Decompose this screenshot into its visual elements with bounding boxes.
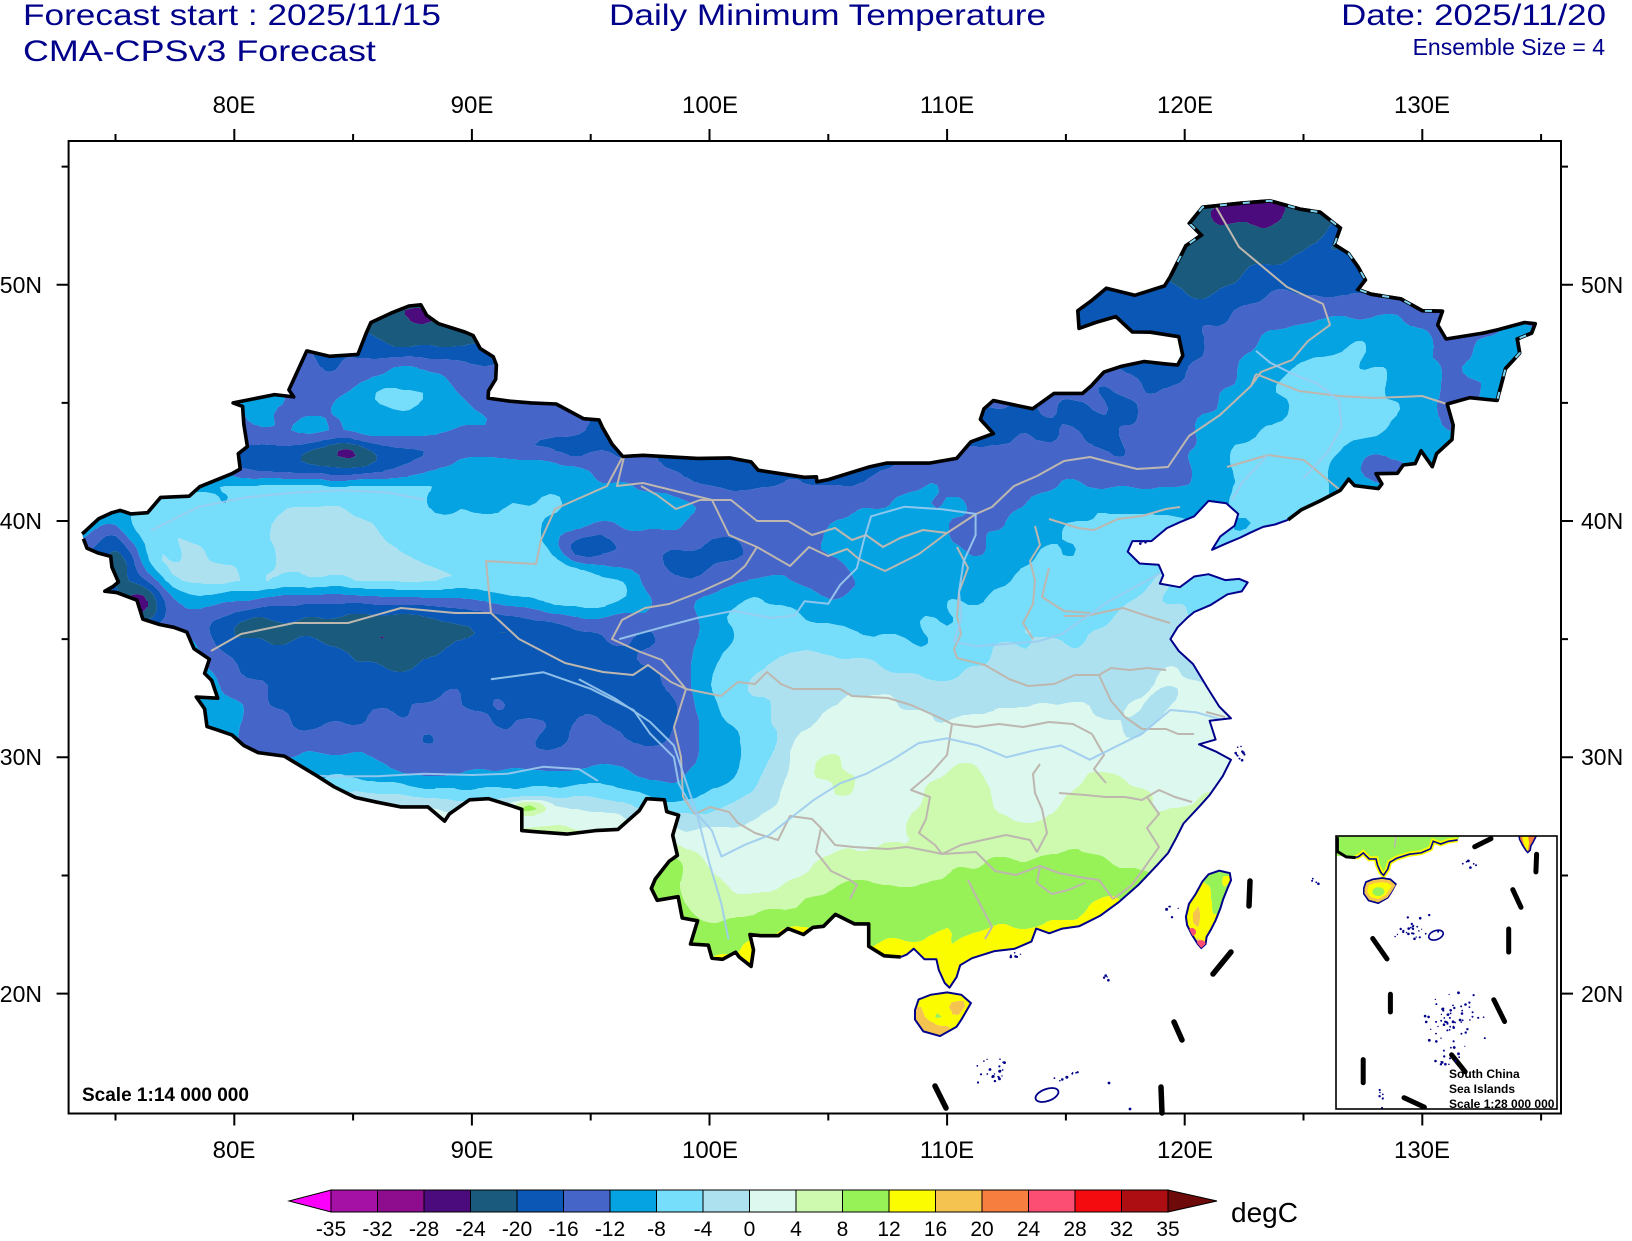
svg-text:-35: -35 [316, 1218, 346, 1241]
svg-text:-4: -4 [694, 1218, 713, 1241]
svg-text:-32: -32 [362, 1218, 392, 1241]
svg-text:20: 20 [970, 1218, 993, 1241]
svg-text:30N: 30N [0, 744, 42, 770]
svg-text:100E: 100E [682, 92, 738, 119]
svg-text:120E: 120E [1157, 92, 1213, 119]
svg-text:32: 32 [1110, 1218, 1133, 1241]
svg-text:8: 8 [837, 1218, 849, 1241]
svg-text:130E: 130E [1394, 1137, 1450, 1164]
svg-text:100E: 100E [682, 1137, 738, 1164]
svg-text:30N: 30N [1581, 744, 1623, 770]
svg-text:40N: 40N [0, 508, 42, 534]
svg-text:120E: 120E [1157, 1137, 1213, 1164]
svg-text:130E: 130E [1394, 92, 1450, 119]
svg-text:110E: 110E [920, 1137, 974, 1164]
svg-text:-24: -24 [455, 1218, 486, 1241]
svg-text:28: 28 [1063, 1218, 1086, 1241]
svg-text:degC: degC [1231, 1197, 1298, 1228]
svg-text:24: 24 [1017, 1218, 1041, 1241]
svg-text:110E: 110E [920, 92, 974, 119]
svg-text:20N: 20N [1581, 981, 1623, 1007]
svg-text:South China: South China [1449, 1067, 1520, 1081]
svg-text:12: 12 [877, 1218, 900, 1241]
svg-text:40N: 40N [1581, 508, 1623, 534]
svg-text:-20: -20 [502, 1218, 532, 1241]
svg-text:50N: 50N [0, 272, 42, 298]
svg-text:-8: -8 [647, 1218, 666, 1241]
svg-text:0: 0 [744, 1218, 756, 1241]
svg-text:16: 16 [924, 1218, 947, 1241]
svg-text:90E: 90E [451, 1137, 494, 1164]
svg-text:-16: -16 [548, 1218, 578, 1241]
svg-text:4: 4 [790, 1218, 802, 1241]
svg-text:Scale 1:14 000 000: Scale 1:14 000 000 [82, 1085, 249, 1106]
svg-text:Sea Islands: Sea Islands [1449, 1082, 1515, 1096]
svg-text:20N: 20N [0, 981, 42, 1007]
svg-text:-12: -12 [595, 1218, 625, 1241]
svg-text:50N: 50N [1581, 272, 1623, 298]
svg-text:-28: -28 [409, 1218, 439, 1241]
svg-text:35: 35 [1156, 1218, 1179, 1241]
svg-text:Scale 1:28 000 000: Scale 1:28 000 000 [1449, 1097, 1555, 1111]
svg-text:80E: 80E [213, 92, 256, 119]
svg-text:80E: 80E [213, 1137, 256, 1164]
svg-text:90E: 90E [451, 92, 494, 119]
